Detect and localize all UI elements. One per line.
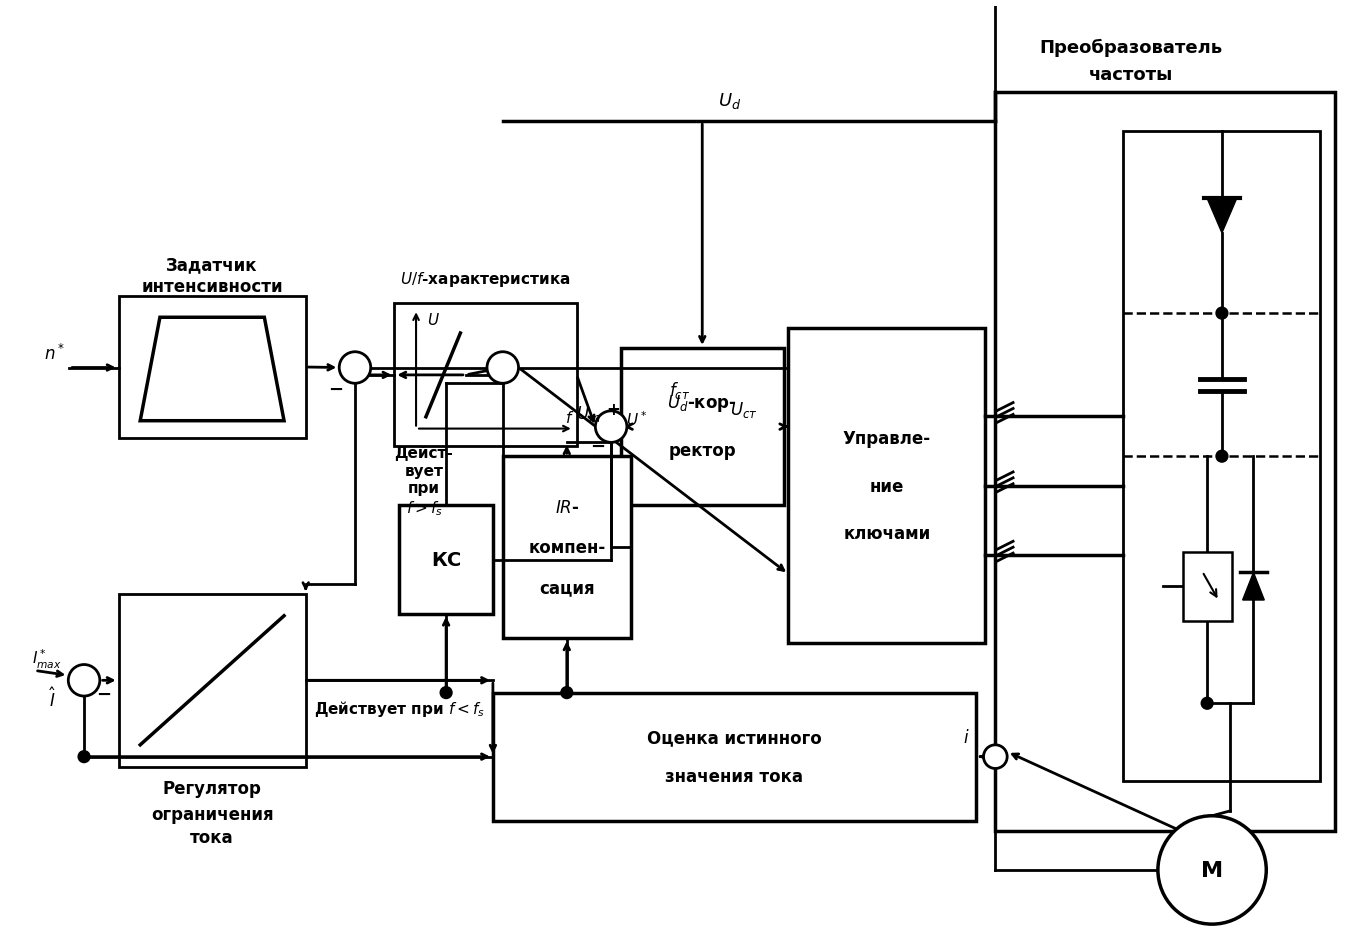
- Bar: [1183, 552, 1232, 621]
- Text: $f_{ст}$: $f_{ст}$: [670, 379, 690, 401]
- Text: Оценка истинного: Оценка истинного: [648, 728, 822, 747]
- Bar: [118, 594, 306, 767]
- Text: ключами: ключами: [844, 524, 930, 543]
- Text: Дейст-
вует
при
$f > f_s$: Дейст- вует при $f > f_s$: [395, 446, 453, 518]
- Polygon shape: [1243, 573, 1265, 600]
- Text: компен-: компен-: [528, 539, 605, 557]
- Text: Задатчик: Задатчик: [166, 256, 258, 273]
- Text: −: −: [590, 438, 605, 456]
- Bar: [502, 457, 631, 638]
- Bar: [995, 93, 1335, 830]
- Bar: [118, 297, 306, 439]
- Circle shape: [1216, 451, 1228, 462]
- Bar: [1124, 132, 1320, 782]
- Text: −: −: [328, 381, 343, 399]
- Text: $\hat{I}$: $\hat{I}$: [49, 686, 56, 710]
- Circle shape: [1158, 816, 1266, 924]
- Text: Управле-: Управле-: [842, 430, 932, 448]
- Bar: [789, 329, 985, 644]
- Text: частоты: частоты: [1089, 66, 1173, 84]
- Polygon shape: [1207, 199, 1236, 234]
- Text: Преобразователь: Преобразователь: [1040, 39, 1222, 57]
- Text: М: М: [1200, 860, 1224, 880]
- Text: ограничения: ограничения: [151, 805, 273, 823]
- Text: тока: тока: [191, 828, 235, 846]
- Bar: [399, 505, 493, 614]
- Circle shape: [1202, 697, 1213, 709]
- Circle shape: [69, 665, 100, 696]
- Text: сация: сация: [539, 578, 594, 597]
- Circle shape: [487, 352, 519, 384]
- Circle shape: [339, 352, 370, 384]
- Text: $U$: $U$: [427, 312, 440, 328]
- Text: +: +: [606, 401, 620, 418]
- Text: Регулятор: Регулятор: [163, 780, 262, 797]
- Text: значения тока: значения тока: [665, 767, 803, 785]
- Bar: [622, 348, 783, 505]
- Text: $U_m$: $U_m$: [576, 403, 601, 423]
- Text: КС: КС: [431, 550, 461, 569]
- Circle shape: [78, 751, 91, 763]
- Text: Действует при $f < f_s$: Действует при $f < f_s$: [314, 698, 484, 718]
- Text: $U_{ст}$: $U_{ст}$: [730, 400, 757, 419]
- Circle shape: [561, 687, 572, 699]
- Circle shape: [984, 745, 1007, 768]
- Circle shape: [440, 687, 451, 699]
- Text: $U/f$-характеристика: $U/f$-характеристика: [401, 271, 571, 289]
- Text: $I_{max}^*$: $I_{max}^*$: [32, 648, 62, 670]
- Text: $f$: $f$: [565, 409, 575, 425]
- Text: −: −: [96, 685, 111, 703]
- Text: $U_d$: $U_d$: [718, 91, 741, 110]
- Bar: [493, 693, 975, 821]
- Text: $IR$-: $IR$-: [554, 499, 579, 517]
- Circle shape: [1216, 308, 1228, 320]
- Text: $U^*$: $U^*$: [626, 410, 648, 429]
- Text: $n^*$: $n^*$: [44, 344, 64, 363]
- Bar: [394, 304, 576, 446]
- Circle shape: [595, 412, 627, 443]
- Text: ректор: ректор: [668, 442, 735, 460]
- Text: ние: ние: [870, 477, 904, 495]
- Text: $i$: $i$: [963, 728, 969, 746]
- Text: $U_d$-кор-: $U_d$-кор-: [667, 393, 737, 414]
- Text: интенсивности: интенсивности: [141, 277, 283, 296]
